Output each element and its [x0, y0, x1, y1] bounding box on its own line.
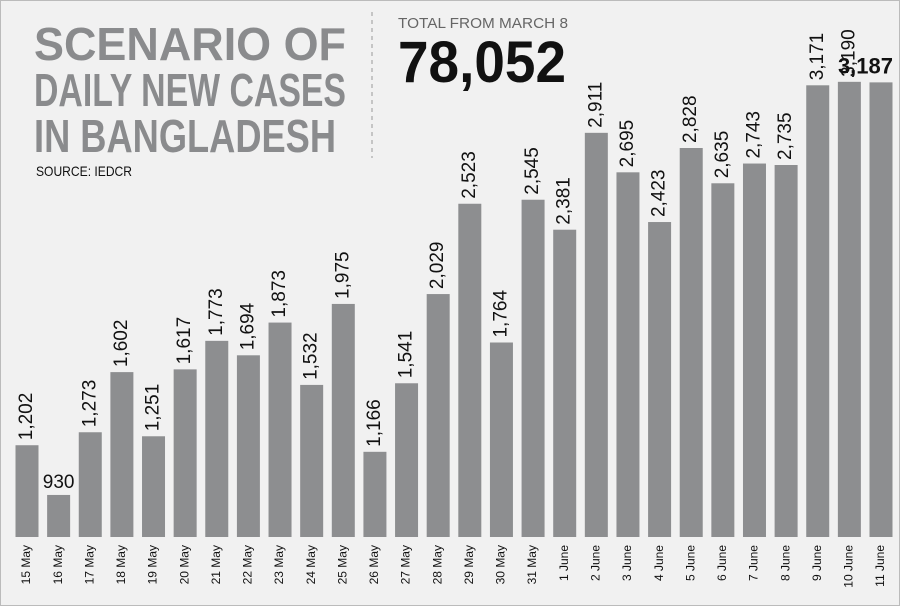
value-label: 1,773: [206, 288, 227, 336]
bar: [869, 82, 893, 537]
x-tick-label: 27 May: [399, 545, 413, 584]
chart-title: IN BANGLADESH: [34, 110, 336, 162]
value-label: 1,975: [332, 251, 353, 299]
bar: [236, 355, 260, 537]
bar: [806, 85, 830, 537]
x-tick-label: 16 May: [51, 545, 65, 584]
total-value: 78,052: [398, 30, 566, 95]
bar: [15, 445, 39, 537]
value-label: 2,545: [522, 147, 543, 195]
value-label: 1,602: [111, 320, 132, 368]
x-tick-label: 22 May: [241, 545, 255, 584]
x-tick-label: 9 June: [810, 545, 824, 581]
value-label: 3,171: [807, 33, 828, 81]
bar: [363, 451, 387, 537]
chart-title: SCENARIO OF: [34, 18, 346, 70]
x-tick-label: 11 June: [873, 545, 887, 587]
value-label: 3,187: [838, 53, 893, 78]
x-tick-label: 6 June: [715, 545, 729, 581]
x-tick-label: 5 June: [683, 545, 697, 581]
value-label: 1,166: [364, 399, 385, 447]
bar: [173, 369, 197, 537]
x-tick-label: 15 May: [19, 545, 33, 584]
bar: [458, 203, 482, 537]
x-tick-label: 23 May: [272, 545, 286, 584]
bar: [648, 222, 672, 538]
value-label: 2,381: [554, 177, 575, 225]
x-tick-label: 25 May: [335, 545, 349, 584]
x-tick-label: 4 June: [652, 545, 666, 581]
value-label: 2,423: [649, 169, 670, 217]
x-tick-label: 7 June: [747, 545, 761, 581]
x-tick-label: 8 June: [778, 545, 792, 581]
bar: [521, 199, 545, 537]
x-tick-label: 28 May: [430, 545, 444, 584]
value-label: 1,202: [16, 393, 37, 441]
value-label: 1,541: [396, 331, 417, 379]
value-label: 2,695: [617, 120, 638, 168]
x-tick-label: 10 June: [842, 545, 856, 588]
x-tick-label: 2 June: [589, 545, 603, 581]
value-label: 2,743: [743, 111, 764, 159]
x-tick-label: 31 May: [525, 545, 539, 584]
value-label: 2,029: [427, 242, 448, 290]
value-label: 2,828: [680, 95, 701, 143]
value-label: 930: [43, 472, 75, 493]
bar: [78, 432, 102, 537]
x-tick-label: 20 May: [177, 545, 191, 584]
bar: [837, 81, 861, 537]
value-label: 1,532: [301, 332, 322, 380]
bar: [553, 229, 577, 537]
chart-title: DAILY NEW CASES: [34, 64, 346, 116]
value-label: 1,273: [79, 380, 100, 428]
x-tick-label: 30 May: [494, 545, 508, 584]
bar: [47, 494, 71, 537]
x-tick-label: 19 May: [146, 545, 160, 584]
bar: [489, 342, 513, 537]
total-label: TOTAL FROM MARCH 8: [398, 15, 568, 32]
value-label: 3,190: [838, 29, 859, 77]
bar: [584, 132, 608, 537]
bar: [110, 372, 134, 537]
x-tick-label: 26 May: [367, 545, 381, 584]
bar: [774, 165, 798, 537]
bar: [205, 340, 229, 537]
x-tick-label: 1 June: [557, 545, 571, 581]
x-tick-label: 29 May: [462, 545, 476, 584]
x-tick-label: 17 May: [82, 545, 96, 584]
value-label: 2,911: [585, 82, 606, 128]
bar: [426, 294, 450, 537]
bar: [395, 383, 419, 537]
bar: [616, 172, 640, 537]
value-label: 2,635: [712, 131, 733, 179]
bar: [268, 322, 292, 537]
source: SOURCE: IEDCR: [36, 163, 132, 179]
x-tick-label: 24 May: [304, 545, 318, 584]
value-label: 2,735: [775, 112, 796, 160]
x-tick-label: 21 May: [209, 545, 223, 584]
bar: [679, 148, 703, 538]
value-label: 1,617: [174, 317, 195, 365]
bar: [331, 303, 355, 537]
value-label: 1,694: [237, 302, 258, 350]
value-label: 1,764: [490, 290, 511, 338]
bar: [711, 183, 735, 538]
bar: [742, 163, 766, 537]
x-tick-label: 3 June: [620, 545, 634, 581]
value-label: 1,251: [143, 384, 164, 432]
x-tick-label: 18 May: [114, 545, 128, 584]
bar: [300, 384, 324, 537]
bar: [142, 436, 166, 537]
value-label: 2,523: [459, 151, 480, 199]
value-label: 1,873: [269, 270, 290, 318]
